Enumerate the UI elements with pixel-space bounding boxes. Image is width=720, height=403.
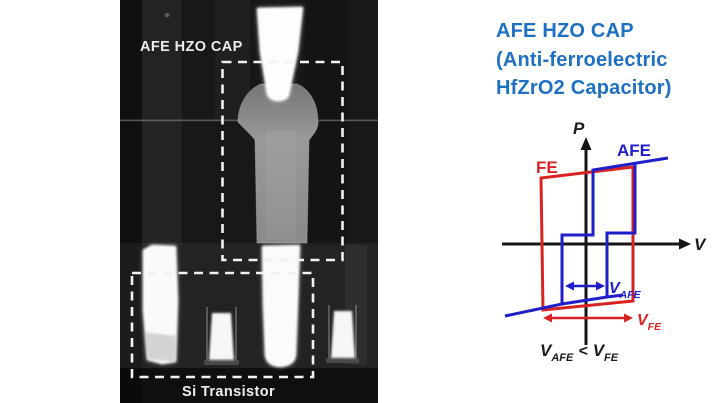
p-axis-label: P (573, 119, 585, 138)
title-line-1: AFE HZO CAP (496, 20, 634, 42)
v-fe-label: VFE (637, 312, 662, 333)
figure-title: AFE HZO CAP (Anti-ferroelectric HfZrO2 C… (496, 17, 672, 103)
tem-bottom-strip (120, 368, 378, 403)
capacitor-pillar-highlight (266, 130, 296, 240)
title-line-2: (Anti-ferroelectric (496, 48, 668, 71)
v-afe-label: VAFE (609, 280, 642, 301)
afe-label: AFE (617, 141, 651, 160)
v-fe-arrow (543, 313, 633, 323)
tem-micrograph: AFE HZO CAP Si Transistor (120, 0, 378, 403)
title-line-3: HfZrO2 Capacitor) (496, 77, 672, 99)
tem-band-light-left (142, 0, 182, 245)
si-transistor-dashed-box (130, 271, 315, 379)
capacitor-pillar (237, 83, 319, 244)
afe-loop (504, 156, 669, 318)
v-axis (502, 238, 691, 250)
v-afe-arrow (565, 281, 605, 291)
p-axis (580, 137, 592, 345)
hysteresis-diagram: P V FE AFE VAFE VFE VAFE < VFE (502, 119, 707, 364)
gate-left (204, 307, 239, 365)
fe-label: FE (536, 158, 558, 177)
tem-speck (164, 12, 170, 18)
gate-right (326, 305, 359, 363)
tem-transistor-label: Si Transistor (182, 384, 275, 400)
v-axis-label: V (694, 235, 707, 254)
afe-cap-dashed-box (221, 60, 344, 262)
inequality-label: VAFE < VFE (540, 341, 619, 364)
left-contact (143, 245, 178, 364)
tem-band-dark-left (120, 0, 142, 403)
tem-cap-label: AFE HZO CAP (140, 39, 243, 55)
top-electrode-contact (257, 7, 303, 101)
fe-loop (539, 165, 635, 312)
bottom-center-contact (262, 245, 300, 367)
